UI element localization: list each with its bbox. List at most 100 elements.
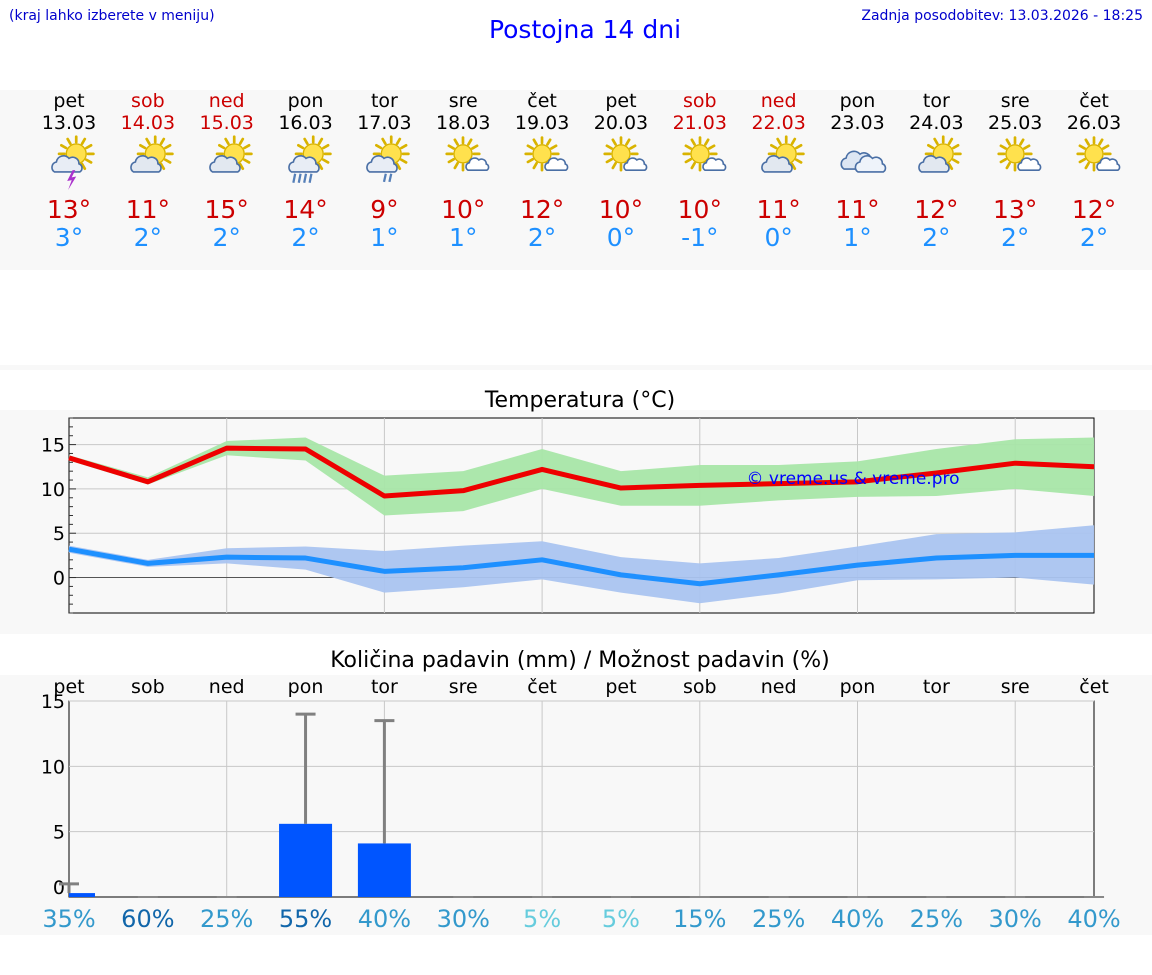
sun-disc [532,144,552,164]
x-day-label: pet [53,676,84,698]
sun-ray [80,162,87,171]
precip-probability: 5% [602,905,640,933]
max-temp: 11° [756,195,801,224]
day-name: sob [131,90,165,112]
max-temp-line [68,445,1095,499]
sun-ray [1005,161,1012,170]
watermark: © vreme.us & vreme.pro [746,469,959,489]
min-temp: 2° [133,223,163,252]
day-date: 24.03 [909,112,964,134]
max-temp: 10° [598,195,644,224]
sun-small-cloud-icon [997,136,1042,172]
day-name: pet [605,90,637,112]
x-day-label: ned [209,676,245,698]
sun-ray [690,161,696,170]
sun-cloud-icon [208,135,253,173]
day-column: sre 25.03 13° 2° [975,90,1055,252]
sun-small-cloud-icon [603,136,648,172]
sun-cloud-icon [760,135,805,173]
min-temp-line [68,546,1095,587]
sun-ray [66,137,72,146]
day-name: ned [760,90,797,112]
max-temp: 13° [46,195,92,224]
day-column: pon 23.03 11° 1° [818,90,898,252]
sun-ray [625,138,631,146]
cloud-shape [51,155,83,173]
precip-bar [69,893,95,897]
day-column: sre 18.03 10° 1° [423,90,503,252]
x-day-label: pon [288,676,324,698]
sun-ray [948,162,954,171]
sun-ray [775,137,782,146]
rain-drop [302,173,307,183]
sun-ray [163,143,172,150]
sun-ray [948,137,954,146]
precip-probability: 35% [42,905,95,933]
day-date: 22.03 [751,112,806,134]
sun-ray [453,161,460,170]
precip-probability: 55% [279,905,332,933]
sun-ray [1078,144,1087,150]
sun-ray [1084,161,1090,170]
sun-ray [707,144,716,150]
sun-ray [447,157,456,164]
x-day-label: ned [761,676,797,698]
x-day-label: pon [840,676,876,698]
precip-probability: 60% [121,905,174,933]
day-name: čet [1079,90,1109,112]
sun-ray [85,143,93,150]
x-day-label: tor [371,676,398,698]
sun-ray [684,157,692,164]
y-tick-label: 15 [41,435,65,457]
temperature-chart-title: Temperatura (°C) [484,388,676,413]
clouds-icon [839,150,886,173]
day-date: 19.03 [514,112,570,134]
precip-probability: 40% [1067,905,1120,933]
max-temp: 14° [283,195,328,224]
y-tick-label: 15 [41,691,65,713]
day-name: tor [370,90,398,112]
cloud-shape [130,155,162,173]
day-date: 16.03 [278,112,333,134]
sun-ray [400,158,408,164]
sun-ray [80,137,87,146]
day-date: 26.03 [1066,112,1122,134]
cloud-shape [1017,157,1042,171]
sun-ray [532,161,539,170]
sun-cloud-light-rain-icon [366,135,411,183]
day-date: 14.03 [120,112,176,134]
sun-disc [690,144,710,164]
min-temp: -1° [681,223,719,252]
y-tick-label: 0 [53,877,65,899]
min-temp: 0° [764,223,793,252]
cloud-shape [760,155,793,173]
cloud-shape [544,157,569,171]
max-temp: 11° [835,195,880,224]
precip-probability: 5% [523,905,561,933]
precipitation-chart-title: Količina padavin (mm) / Možnost padavin … [330,648,830,673]
sun-ray [1102,144,1110,150]
sun-ray [217,143,226,150]
sun-ray [1005,138,1012,146]
sun-ray [703,138,710,146]
cloud-shape [208,155,241,173]
sun-ray [927,143,935,150]
location-menu-hint: (kraj lahko izberete v meniju) [9,8,215,24]
sun-ray [145,137,151,146]
day-column: tor 17.03 9° 1° [344,90,424,252]
precip-probability: 25% [910,905,963,933]
min-temp: 2° [1079,223,1109,252]
day-column: tor 24.03 12° 2° [896,90,976,252]
rain-drop [291,173,296,183]
sun-ray [381,137,388,146]
max-temp: 15° [204,195,249,224]
max-temp: 11° [125,195,170,224]
day-name: ned [208,90,245,112]
sun-disc [453,144,473,164]
min-temp: 2° [922,223,951,252]
day-date: 20.03 [593,112,649,134]
cloud-shape [854,155,886,173]
sun-ray [375,143,383,150]
sun-ray [611,138,617,146]
